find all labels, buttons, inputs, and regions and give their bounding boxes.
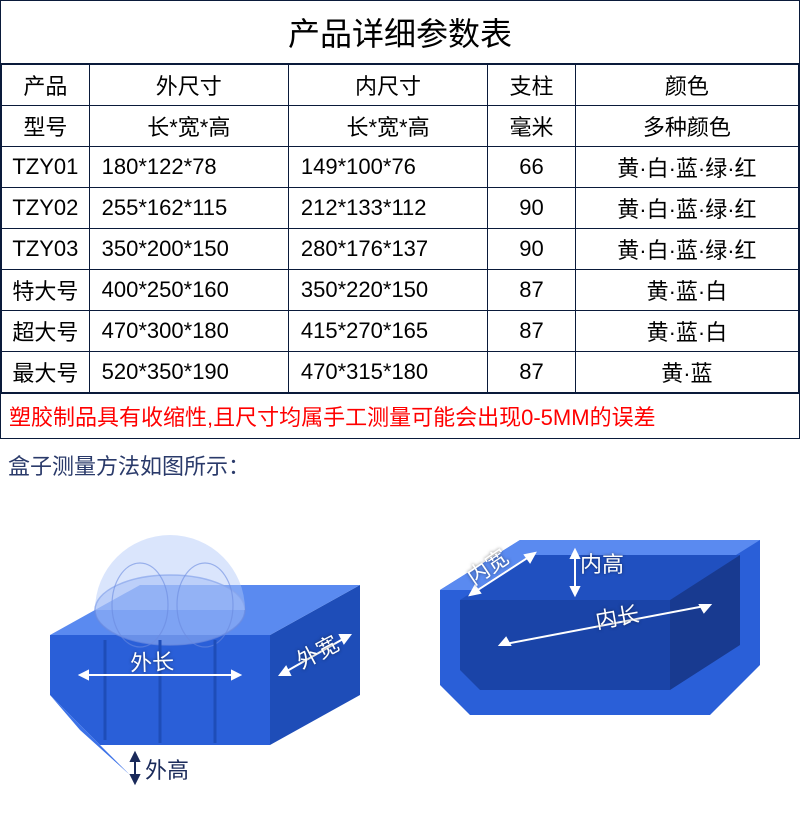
cell: 149*100*76 <box>288 147 487 188</box>
cell: 黄·白·蓝·绿·红 <box>575 229 798 270</box>
table-row: 特大号400*250*160350*220*15087黄·蓝·白 <box>2 270 799 311</box>
cell: 黄·蓝·白 <box>575 270 798 311</box>
header-row-1: 产品 外尺寸 内尺寸 支柱 颜色 <box>2 65 799 106</box>
h2-mm: 毫米 <box>488 106 576 147</box>
inner-box-diagram: 内宽 内高 内长 <box>410 495 780 795</box>
table-row: 最大号520*350*190470*315*18087黄·蓝 <box>2 352 799 393</box>
cell: 255*162*115 <box>89 188 288 229</box>
cell: 350*220*150 <box>288 270 487 311</box>
cell: 66 <box>488 147 576 188</box>
page-title: 产品详细参数表 <box>1 1 799 64</box>
h2-outer-lwh: 长*宽*高 <box>89 106 288 147</box>
cell: TZY01 <box>2 147 90 188</box>
h1-inner: 内尺寸 <box>288 65 487 106</box>
cell: 黄·白·蓝·绿·红 <box>575 188 798 229</box>
h2-colors: 多种颜色 <box>575 106 798 147</box>
cell: 280*176*137 <box>288 229 487 270</box>
cell: 黄·蓝 <box>575 352 798 393</box>
cell: 180*122*78 <box>89 147 288 188</box>
header-row-2: 型号 长*宽*高 长*宽*高 毫米 多种颜色 <box>2 106 799 147</box>
h2-model: 型号 <box>2 106 90 147</box>
inner-box-svg <box>410 495 780 795</box>
label-outer-height: 外高 <box>145 753 189 785</box>
cell: 520*350*190 <box>89 352 288 393</box>
label-outer-length: 外长 <box>129 644 174 678</box>
cell: TZY03 <box>2 229 90 270</box>
cell: 90 <box>488 229 576 270</box>
cell: 87 <box>488 311 576 352</box>
table-row: TZY01180*122*78149*100*7666黄·白·蓝·绿·红 <box>2 147 799 188</box>
cell: 470*315*180 <box>288 352 487 393</box>
outer-box-diagram: 外长 外宽 外高 <box>20 495 390 795</box>
cell: 87 <box>488 270 576 311</box>
table-row: 超大号470*300*180415*270*16587黄·蓝·白 <box>2 311 799 352</box>
cell: 415*270*165 <box>288 311 487 352</box>
diagram-caption: 盒子测量方法如图所示： <box>0 439 800 485</box>
cell: 最大号 <box>2 352 90 393</box>
table-row: TZY02255*162*115212*133*11290黄·白·蓝·绿·红 <box>2 188 799 229</box>
h1-product: 产品 <box>2 65 90 106</box>
h2-inner-lwh: 长*宽*高 <box>288 106 487 147</box>
cell: 470*300*180 <box>89 311 288 352</box>
cell: 超大号 <box>2 311 90 352</box>
diagram-row: 外长 外宽 外高 <box>0 485 800 815</box>
spec-container: 产品详细参数表 产品 外尺寸 内尺寸 支柱 颜色 型号 长*宽*高 长*宽*高 … <box>0 0 800 439</box>
cell: 212*133*112 <box>288 188 487 229</box>
spec-table: 产品 外尺寸 内尺寸 支柱 颜色 型号 长*宽*高 长*宽*高 毫米 多种颜色 … <box>1 64 799 393</box>
cell: TZY02 <box>2 188 90 229</box>
h1-pillar: 支柱 <box>488 65 576 106</box>
note-text: 塑胶制品具有收缩性,且尺寸均属手工测量可能会出现0-5MM的误差 <box>1 393 799 438</box>
cell: 黄·蓝·白 <box>575 311 798 352</box>
cell: 400*250*160 <box>89 270 288 311</box>
cell: 350*200*150 <box>89 229 288 270</box>
table-row: TZY03350*200*150280*176*13790黄·白·蓝·绿·红 <box>2 229 799 270</box>
cell: 87 <box>488 352 576 393</box>
h1-outer: 外尺寸 <box>89 65 288 106</box>
cell: 黄·白·蓝·绿·红 <box>575 147 798 188</box>
cell: 特大号 <box>2 270 90 311</box>
h1-color: 颜色 <box>575 65 798 106</box>
label-inner-height: 内高 <box>580 547 624 579</box>
cell: 90 <box>488 188 576 229</box>
